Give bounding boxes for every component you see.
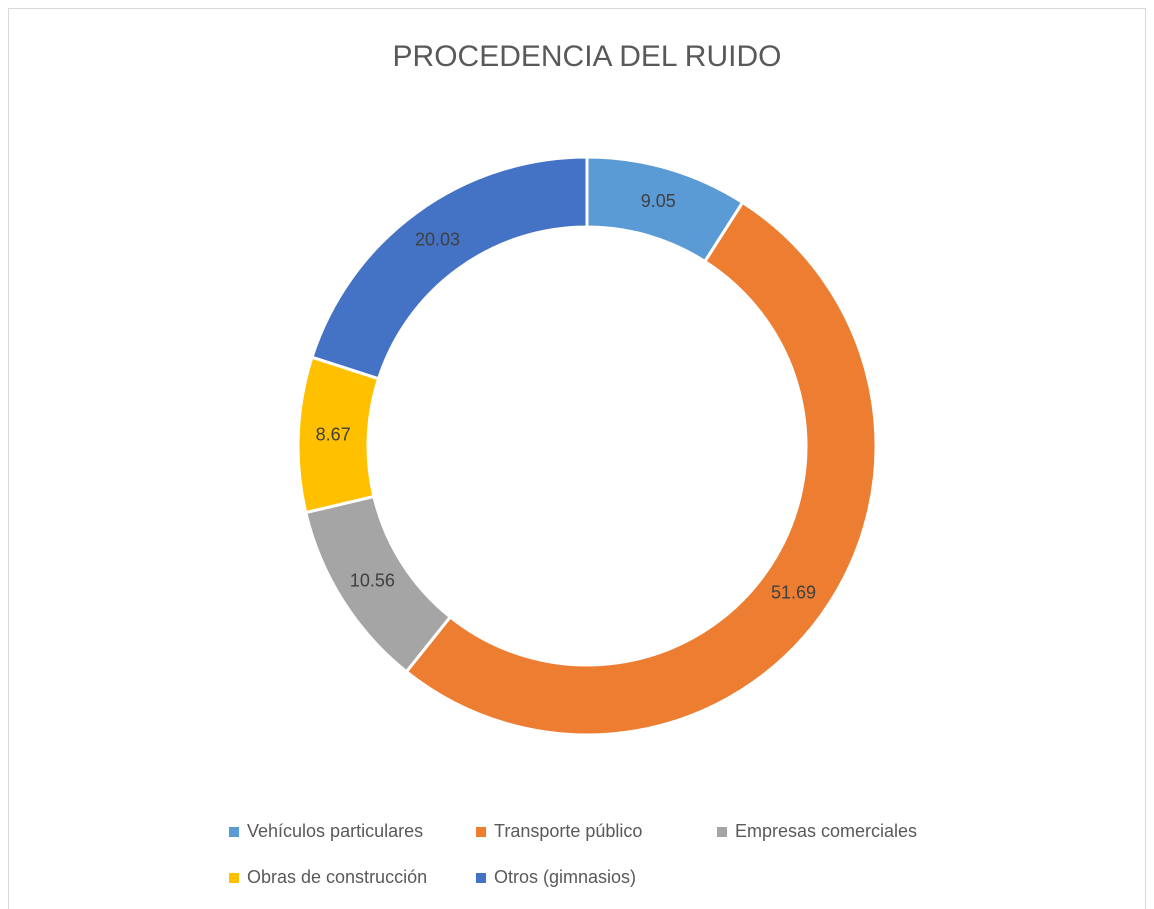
data-label: 20.03 (415, 229, 460, 249)
data-label: 8.67 (316, 425, 351, 445)
legend-label: Obras de construcción (247, 867, 427, 887)
donut-segment (310, 155, 589, 381)
legend-swatch (476, 873, 486, 883)
chart-frame (8, 8, 1146, 909)
data-label: 10.56 (350, 571, 395, 591)
legend-label: Empresas comerciales (735, 821, 917, 841)
legend-label: Vehículos particulares (247, 821, 423, 841)
donut-segment (404, 200, 878, 737)
data-label: 9.05 (641, 191, 676, 211)
data-label: 51.69 (771, 583, 816, 603)
legend-swatch (229, 873, 239, 883)
legend-swatch (717, 827, 727, 837)
legend-swatch (476, 827, 486, 837)
legend-label: Transporte público (494, 821, 642, 841)
legend-label: Otros (gimnasios) (494, 867, 636, 887)
legend-swatch (229, 827, 239, 837)
chart-title: PROCEDENCIA DEL RUIDO (393, 40, 782, 73)
